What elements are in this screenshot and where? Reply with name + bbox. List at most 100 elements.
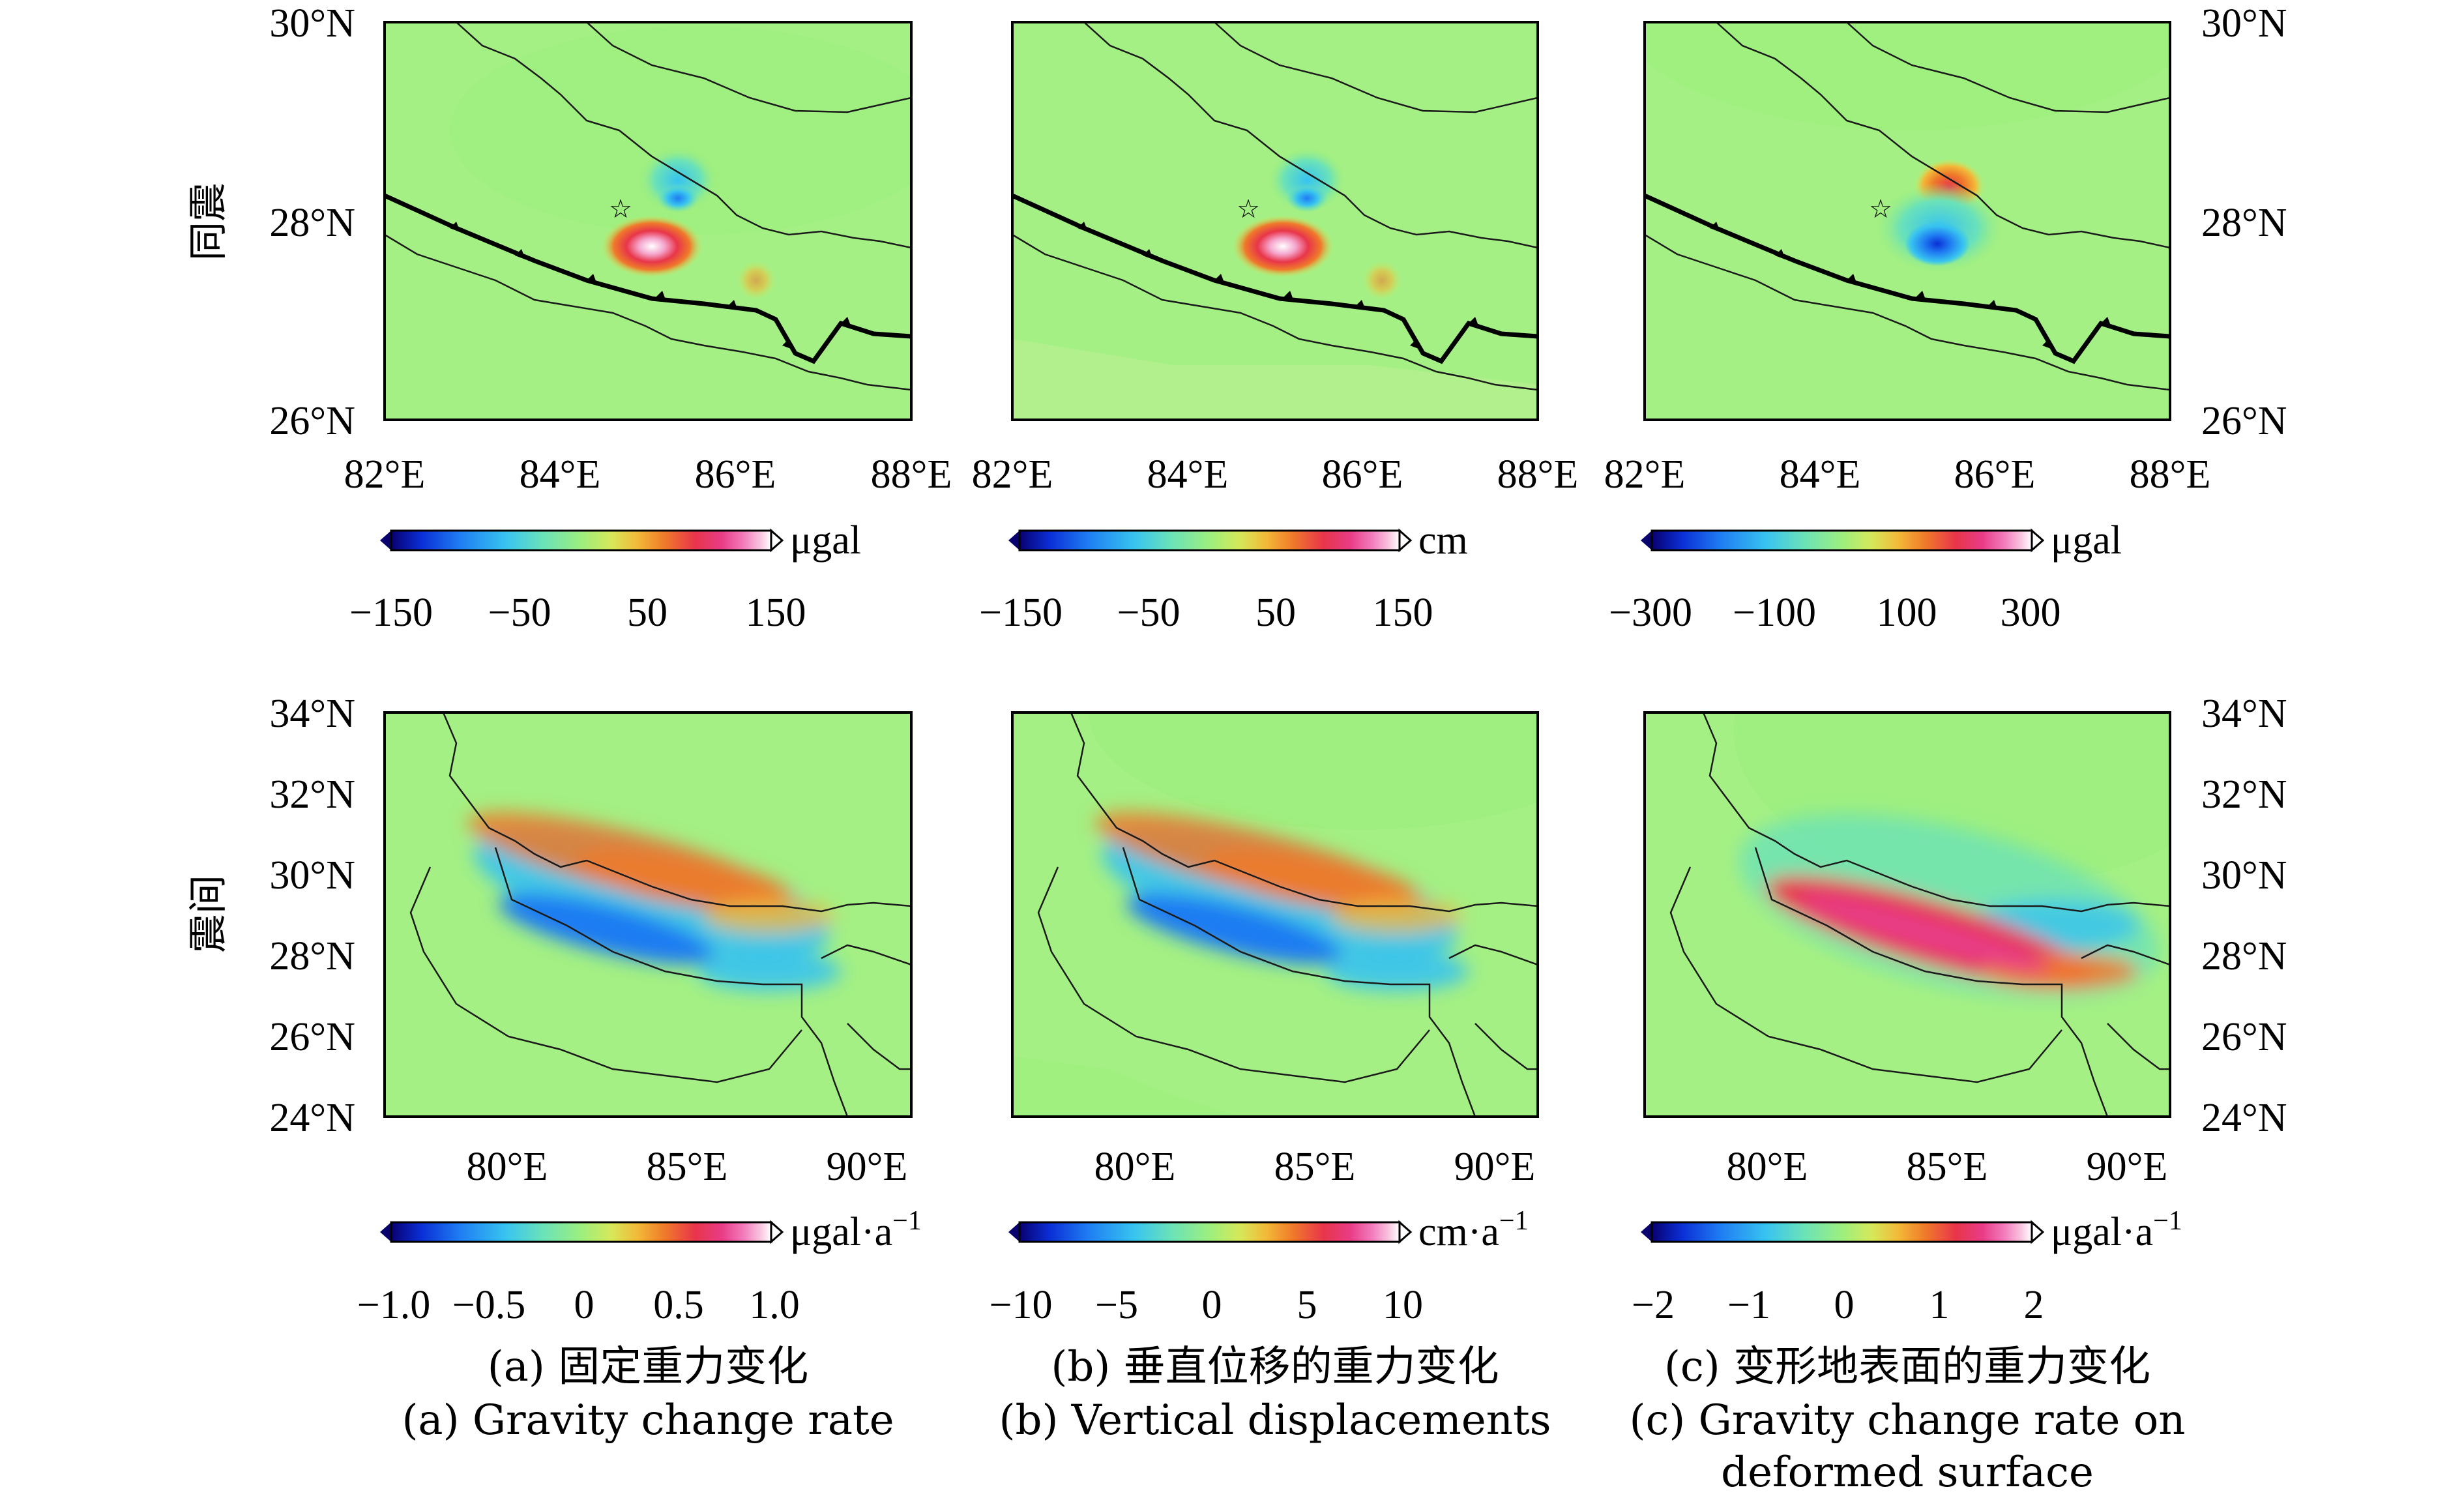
tick-label: 34°N — [2201, 692, 2287, 736]
caption-en: (c) Gravity change rate on — [1630, 1396, 2186, 1445]
tick-label: 86°E — [1322, 452, 1403, 497]
tick-label: 24°N — [269, 1096, 355, 1140]
colorbar-top-a: μgal −150 −50 50 150 — [349, 518, 861, 635]
colorbar-tick: 1.0 — [749, 1283, 800, 1327]
colorbar-tick: 50 — [627, 591, 667, 635]
colorbar-top-c: μgal −300 −100 100 300 — [1609, 518, 2122, 635]
colorbar-tick: −100 — [1733, 591, 1816, 635]
caption-en-line2: deformed surface — [1721, 1448, 2094, 1497]
caption-en: (b) Vertical displacements — [999, 1396, 1551, 1445]
map-top-c: ☆ — [1643, 21, 2171, 421]
colorbar-tick: −50 — [1117, 591, 1181, 635]
tick-label: 84°E — [1147, 452, 1229, 497]
tick-label: 28°N — [269, 201, 355, 245]
tick-label: 90°E — [1454, 1145, 1536, 1189]
tick-label: 88°E — [2130, 452, 2211, 497]
tick-label: 90°E — [2087, 1145, 2168, 1189]
bottom-x-axis-b: 80°E 85°E 90°E — [1094, 1145, 1536, 1189]
tick-label: 28°N — [269, 934, 355, 978]
map-bottom-b — [1011, 711, 1539, 1118]
colorbar-unit: μgal — [790, 518, 861, 563]
top-x-axis-c: 82°E 84°E 86°E 88°E — [1604, 452, 2211, 497]
bottom-x-axis-a: 80°E 85°E 90°E — [467, 1145, 908, 1189]
colorbar-tick: 300 — [2001, 591, 2061, 635]
caption-c: (c) 变形地表面的重力变化 (c) Gravity change rate o… — [1630, 1343, 2186, 1497]
tick-label: 82°E — [1604, 452, 1686, 497]
tick-label: 90°E — [827, 1145, 908, 1189]
caption-b: (b) 垂直位移的重力变化 (b) Vertical displacements — [999, 1343, 1551, 1445]
tick-label: 85°E — [1907, 1145, 1988, 1189]
map-top-a: ☆ — [383, 21, 913, 421]
colorbar-bottom-b: cm·a−1 −10 −5 0 5 10 — [990, 1206, 1529, 1327]
colorbar-tick: −0.5 — [452, 1283, 525, 1327]
tick-label: 30°N — [2201, 1, 2287, 46]
tick-label: 86°E — [1954, 452, 2036, 497]
colorbar-bottom-a: μgal·a−1 −1.0 −0.5 0 0.5 1.0 — [357, 1206, 922, 1327]
colorbar-tick: −150 — [979, 591, 1063, 635]
tick-label: 86°E — [695, 452, 776, 497]
map-top-b: ☆ — [1011, 21, 1539, 421]
caption-cn: (c) 变形地表面的重力变化 — [1664, 1343, 2150, 1391]
top-left-y-axis: 30°N 28°N 26°N — [269, 1, 355, 443]
colorbar-tick: 0 — [1834, 1283, 1855, 1327]
row-label-coseismic: 同震 — [186, 183, 231, 261]
tick-label: 32°N — [2201, 772, 2287, 817]
tick-label: 30°N — [269, 1, 355, 46]
colorbar-tick: 0 — [574, 1283, 594, 1327]
colorbar-tick: 0 — [1202, 1283, 1222, 1327]
colorbar-tick: −150 — [349, 591, 433, 635]
colorbar-unit: cm·a−1 — [1418, 1206, 1529, 1254]
tick-label: 85°E — [647, 1145, 728, 1189]
tick-label: 88°E — [871, 452, 952, 497]
tick-label: 80°E — [467, 1145, 548, 1189]
tick-label: 26°N — [269, 1015, 355, 1059]
colorbar-tick: 50 — [1255, 591, 1296, 635]
tick-label: 85°E — [1274, 1145, 1356, 1189]
tick-label: 80°E — [1727, 1145, 1808, 1189]
colorbar-tick: −1 — [1727, 1283, 1770, 1327]
tick-label: 30°N — [2201, 853, 2287, 898]
colorbar-tick: 2 — [2024, 1283, 2044, 1327]
colorbar-tick: −50 — [488, 591, 551, 635]
colorbar-tick: −1.0 — [357, 1283, 430, 1327]
colorbar-tick: 0.5 — [653, 1283, 704, 1327]
colorbar-tick: −2 — [1632, 1283, 1675, 1327]
colorbar-tick: −10 — [990, 1283, 1053, 1327]
tick-label: 24°N — [2201, 1096, 2287, 1140]
tick-label: 30°N — [269, 853, 355, 898]
colorbar-tick: 100 — [1877, 591, 1937, 635]
colorbar-unit: μgal — [2051, 518, 2122, 563]
caption-cn: (a) 固定重力变化 — [488, 1343, 808, 1391]
epicenter-star: ☆ — [1237, 194, 1260, 224]
map-bottom-a — [383, 711, 913, 1118]
tick-label: 84°E — [1780, 452, 1861, 497]
colorbar-tick: 150 — [746, 591, 806, 635]
colorbar-tick: 1 — [1929, 1283, 1950, 1327]
tick-label: 80°E — [1094, 1145, 1176, 1189]
caption-a: (a) 固定重力变化 (a) Gravity change rate — [402, 1343, 894, 1445]
bottom-right-y-axis: 34°N 32°N 30°N 28°N 26°N 24°N — [2201, 692, 2287, 1140]
tick-label: 26°N — [2201, 399, 2287, 443]
caption-cn: (b) 垂直位移的重力变化 — [1051, 1343, 1499, 1391]
colorbar-unit: cm — [1418, 518, 1468, 563]
row-label-interseismic: 震间 — [186, 875, 231, 953]
top-right-y-axis: 30°N 28°N 26°N — [2201, 1, 2287, 443]
tick-label: 34°N — [269, 692, 355, 736]
colorbar-unit: μgal·a−1 — [2051, 1206, 2182, 1254]
caption-en: (a) Gravity change rate — [402, 1396, 894, 1445]
tick-label: 82°E — [344, 452, 426, 497]
tick-label: 26°N — [269, 399, 355, 443]
colorbar-top-b: cm −150 −50 50 150 — [979, 518, 1468, 635]
top-x-axis-b: 82°E 84°E 86°E 88°E — [972, 452, 1579, 497]
top-x-axis-a: 82°E 84°E 86°E 88°E — [344, 452, 952, 497]
colorbar-unit: μgal·a−1 — [790, 1206, 922, 1254]
tick-label: 26°N — [2201, 1015, 2287, 1059]
tick-label: 88°E — [1497, 452, 1579, 497]
colorbar-tick: 10 — [1383, 1283, 1423, 1327]
tick-label: 28°N — [2201, 201, 2287, 245]
tick-label: 28°N — [2201, 934, 2287, 978]
colorbar-tick: 150 — [1373, 591, 1433, 635]
epicenter-star: ☆ — [609, 194, 632, 224]
tick-label: 32°N — [269, 772, 355, 817]
